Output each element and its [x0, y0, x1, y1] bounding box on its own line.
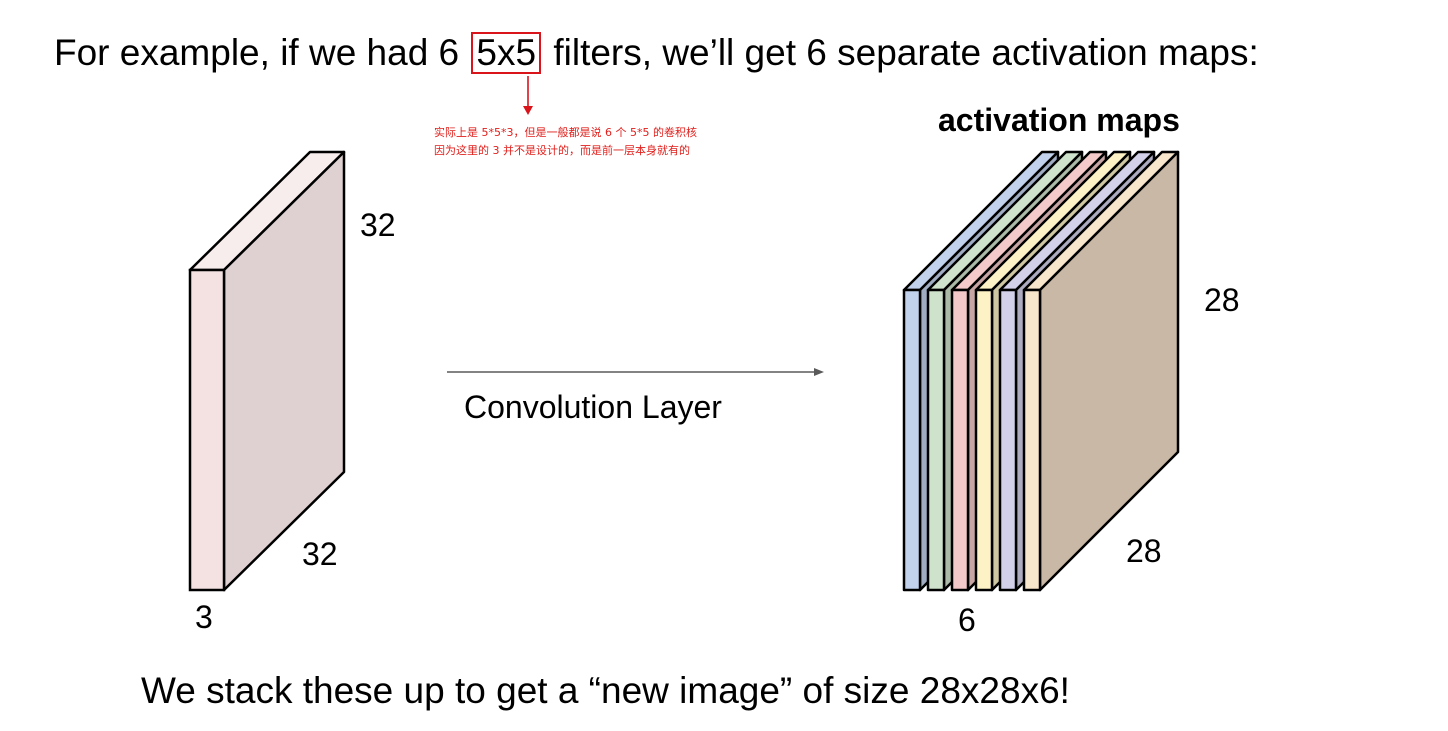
- annotation-note: 实际上是 5*5*3，但是一般都是说 6 个 5*5 的卷积核 因为这里的 3 …: [434, 124, 697, 160]
- input-depth-label: 3: [195, 599, 213, 635]
- input-height-label: 32: [360, 207, 396, 243]
- output-width-label: 28: [1126, 533, 1162, 569]
- annotation-line-2: 因为这里的 3 并不是设计的，而是前一层本身就有的: [434, 144, 690, 157]
- convolution-layer-label: Convolution Layer: [464, 389, 722, 425]
- activation-maps-stack: [902, 150, 1180, 592]
- activation-maps-title: activation maps: [938, 102, 1180, 138]
- activation-map-slice: [1022, 150, 1180, 592]
- activation-map-front: [926, 288, 946, 592]
- output-height-label: 28: [1204, 282, 1240, 318]
- headline-highlight-5x5: 5x5: [471, 32, 542, 74]
- annotation-line-1: 实际上是 5*5*3，但是一般都是说 6 个 5*5 的卷积核: [434, 126, 697, 139]
- activation-map-front: [902, 288, 922, 592]
- input-width-label: 32: [302, 536, 338, 572]
- activation-map-front: [974, 288, 994, 592]
- activation-map-front: [1022, 288, 1042, 592]
- headline: For example, if we had 6 5x5 filters, we…: [54, 28, 1259, 78]
- headline-prefix: For example, if we had 6: [54, 32, 470, 73]
- activation-map-front: [950, 288, 970, 592]
- headline-suffix: filters, we’ll get 6 separate activation…: [543, 32, 1259, 73]
- input-volume: [188, 150, 346, 592]
- convolution-arrow: [447, 368, 824, 376]
- annotation-arrow: [523, 76, 533, 115]
- output-depth-label: 6: [958, 602, 976, 638]
- input-volume-front: [188, 268, 226, 592]
- activation-map-front: [998, 288, 1018, 592]
- footer-text: We stack these up to get a “new image” o…: [141, 670, 1070, 711]
